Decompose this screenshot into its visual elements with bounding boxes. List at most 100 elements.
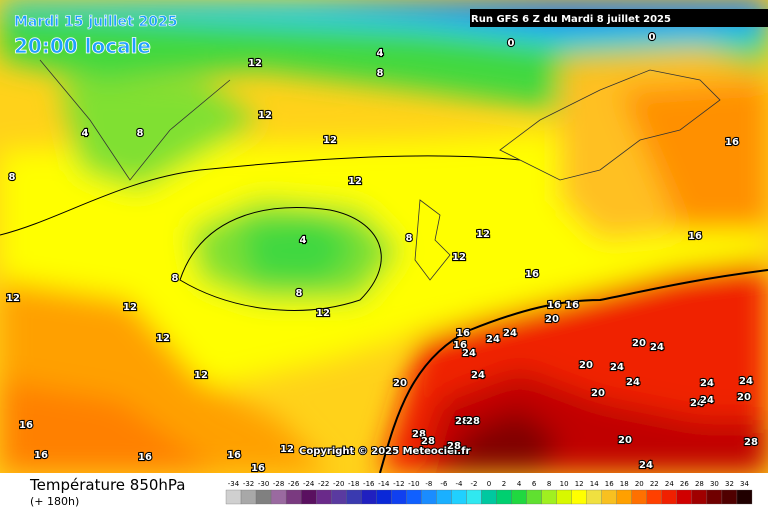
contour-label: 12 bbox=[123, 302, 137, 313]
contour-label: 20 bbox=[393, 378, 407, 389]
contour-label: 24 bbox=[486, 334, 500, 345]
contour-label: 8 bbox=[406, 233, 413, 244]
legend-swatch bbox=[646, 489, 662, 505]
legend-swatch bbox=[736, 489, 753, 505]
legend-tick-label: -10 bbox=[408, 480, 419, 488]
legend-tick-label: -12 bbox=[393, 480, 404, 488]
legend-swatch bbox=[676, 489, 693, 505]
contour-label: 24 bbox=[690, 398, 704, 409]
contour-label: 24 bbox=[639, 460, 653, 471]
contour-label: 24 bbox=[471, 370, 485, 381]
map-subtitle: (+ 180h) bbox=[30, 495, 79, 508]
contour-label: 16 bbox=[547, 300, 561, 311]
legend-swatch bbox=[316, 489, 332, 505]
contour-label: 12 bbox=[452, 252, 466, 263]
contour-label: 12 bbox=[476, 229, 490, 240]
contour-label: 24 bbox=[503, 328, 517, 339]
contour-label: 28 bbox=[744, 437, 758, 448]
legend-tick-label: 28 bbox=[695, 480, 704, 488]
contour-label: 28 bbox=[447, 441, 461, 452]
contour-label: 24 bbox=[610, 362, 624, 373]
contour-label: 20 bbox=[618, 435, 632, 446]
contour-label: 20 bbox=[632, 338, 646, 349]
contour-label: 8 bbox=[377, 68, 384, 79]
contour-label: 12 bbox=[280, 444, 294, 455]
legend-tick-label: -20 bbox=[333, 480, 344, 488]
legend-swatch bbox=[270, 489, 287, 505]
legend-tick-label: 30 bbox=[710, 480, 719, 488]
contour-label: 12 bbox=[156, 333, 170, 344]
contour-label: 12 bbox=[248, 58, 262, 69]
legend-swatch bbox=[601, 489, 617, 505]
legend-tick-label: 26 bbox=[680, 480, 689, 488]
contour-label: 4 bbox=[82, 128, 89, 139]
legend-swatch bbox=[436, 489, 452, 505]
legend-tick-label: 34 bbox=[740, 480, 749, 488]
legend-swatch bbox=[451, 489, 467, 505]
legend-tick-label: -14 bbox=[378, 480, 390, 488]
legend-swatch bbox=[706, 489, 723, 505]
legend-tick-label: 0 bbox=[487, 480, 491, 488]
legend-tick-label: -34 bbox=[228, 480, 240, 488]
contour-label: 20 bbox=[545, 314, 559, 325]
legend-tick-label: -6 bbox=[440, 480, 448, 488]
contour-label: 20 bbox=[737, 392, 751, 403]
legend-swatch bbox=[406, 489, 422, 505]
legend-tick-label: 14 bbox=[590, 480, 599, 488]
contour-label: 24 bbox=[650, 342, 664, 353]
copyright: Copyright © 2025 Meteociel.fr bbox=[299, 446, 470, 457]
legend-swatch bbox=[721, 489, 738, 505]
legend-tick-label: -4 bbox=[455, 480, 463, 488]
legend-swatch bbox=[225, 489, 242, 505]
contour-label: 12 bbox=[6, 293, 20, 304]
contour-label: 24 bbox=[462, 348, 476, 359]
legend-swatch bbox=[661, 489, 678, 505]
legend-tick-label: -16 bbox=[363, 480, 375, 488]
contour-label: 24 bbox=[626, 377, 640, 388]
contour-label: 4 bbox=[377, 48, 384, 59]
contour-label: 12 bbox=[258, 110, 272, 121]
contour-label: 8 bbox=[296, 288, 303, 299]
legend-tick-label: 24 bbox=[665, 480, 674, 488]
contour-label: 16 bbox=[34, 450, 48, 461]
legend-swatch bbox=[496, 489, 512, 505]
legend-tick-label: -18 bbox=[348, 480, 359, 488]
contour-label: 12 bbox=[348, 176, 362, 187]
forecast-time: 20:00 locale bbox=[14, 34, 151, 58]
contour-label: 16 bbox=[565, 300, 579, 311]
map-title: Température 850hPa bbox=[29, 476, 186, 494]
legend-swatch bbox=[285, 489, 302, 505]
contour-label: 28 bbox=[455, 416, 469, 427]
legend-tick-label: 32 bbox=[725, 480, 734, 488]
contour-label: 24 bbox=[700, 378, 714, 389]
contour-label: 28 bbox=[421, 436, 435, 447]
legend-swatch bbox=[240, 489, 257, 505]
forecast-date: Mardi 15 juillet 2025 bbox=[14, 14, 178, 30]
legend-tick-label: -24 bbox=[303, 480, 315, 488]
contour-label: 16 bbox=[688, 231, 702, 242]
contour-label: 16 bbox=[525, 269, 539, 280]
legend-swatch bbox=[631, 489, 647, 505]
legend-swatch bbox=[541, 489, 557, 505]
contour-label: 16 bbox=[725, 137, 739, 148]
legend-swatch bbox=[346, 489, 362, 505]
legend-swatch bbox=[526, 489, 542, 505]
legend-tick-label: 20 bbox=[635, 480, 644, 488]
contour-label: 20 bbox=[591, 388, 605, 399]
legend-tick-label: -28 bbox=[273, 480, 284, 488]
contour-label: 16 bbox=[456, 328, 470, 339]
contour-label: 4 bbox=[300, 235, 307, 246]
contour-label: 16 bbox=[19, 420, 33, 431]
legend-tick-label: -26 bbox=[288, 480, 300, 488]
legend-tick-label: 10 bbox=[560, 480, 569, 488]
legend-swatch bbox=[586, 489, 602, 505]
legend-swatch bbox=[466, 489, 482, 505]
legend-tick-label: -8 bbox=[425, 480, 432, 488]
contour-label: 16 bbox=[138, 452, 152, 463]
contour-label: 12 bbox=[323, 135, 337, 146]
legend-swatch bbox=[300, 489, 317, 505]
legend-swatch bbox=[255, 489, 272, 505]
